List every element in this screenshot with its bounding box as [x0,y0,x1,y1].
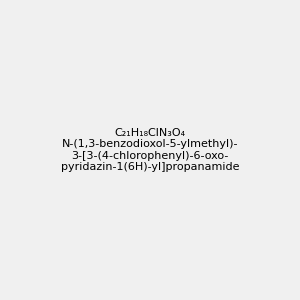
Text: C₂₁H₁₈ClN₃O₄
N-(1,3-benzodioxol-5-ylmethyl)-
3-[3-(4-chlorophenyl)-6-oxo-
pyrida: C₂₁H₁₈ClN₃O₄ N-(1,3-benzodioxol-5-ylmeth… [61,128,239,172]
